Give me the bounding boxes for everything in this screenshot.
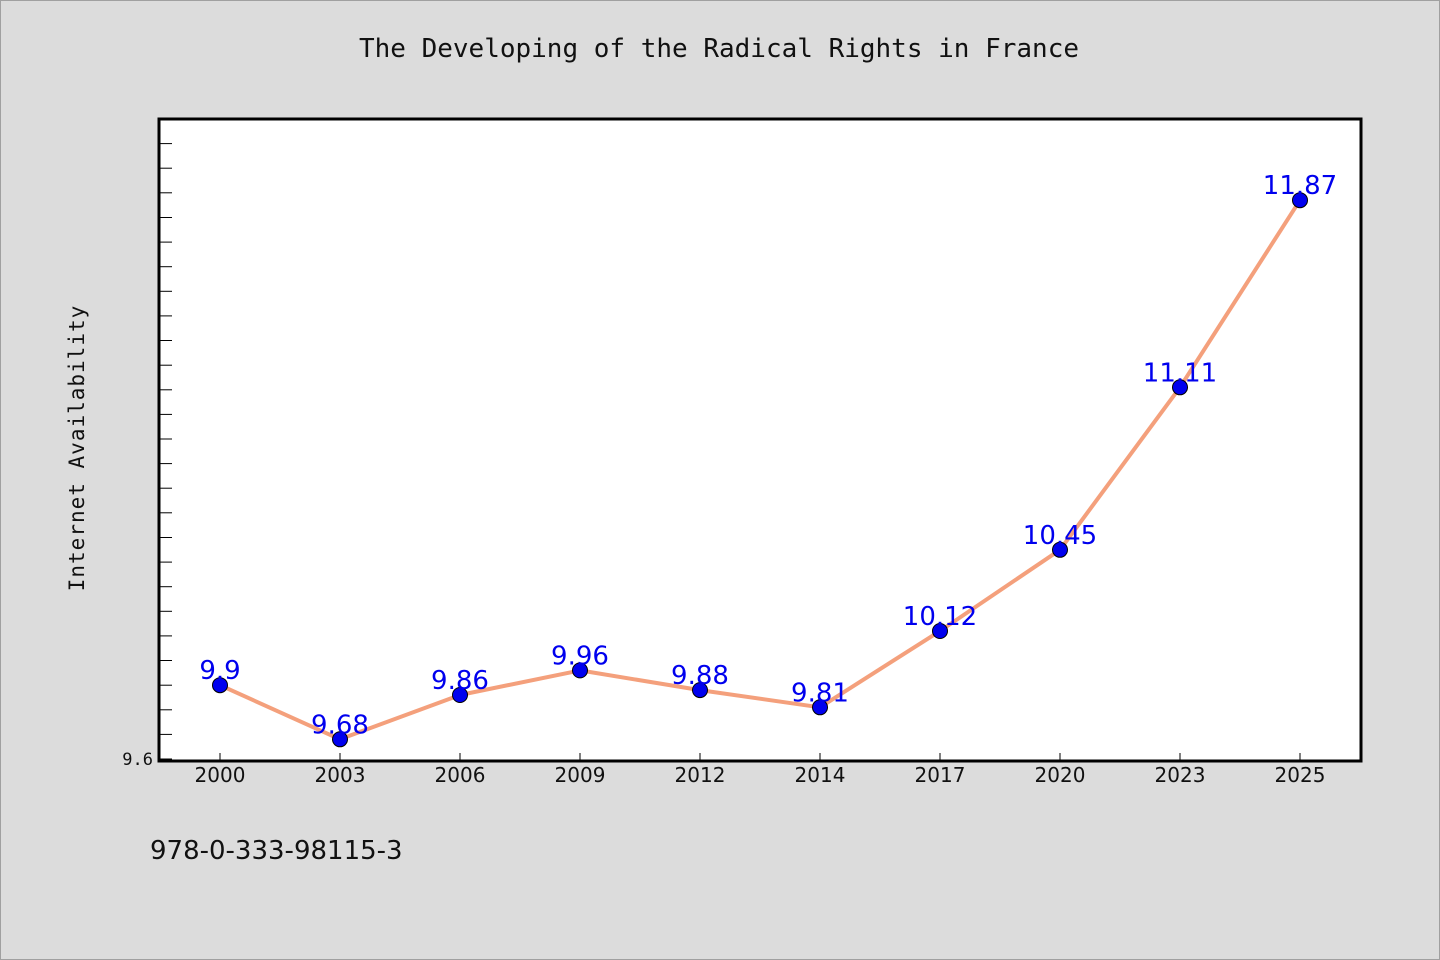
x-axis-tick-labels: 2000 2003 2006 2009 2012 2014 2017 2020 2023 2025 xyxy=(195,753,1326,787)
data-point xyxy=(1292,192,1308,209)
x-tick-label: 2023 xyxy=(1155,763,1206,787)
series-line xyxy=(219,199,1302,742)
x-tick-label: 2020 xyxy=(1035,763,1086,787)
data-markers xyxy=(212,192,1308,748)
x-tick-label: 2009 xyxy=(555,763,606,787)
data-point xyxy=(932,623,948,639)
data-label: 11.87 xyxy=(1263,171,1337,201)
data-point xyxy=(1052,541,1068,558)
data-point xyxy=(212,677,228,694)
chart-title: The Developing of the Radical Rights in … xyxy=(358,34,1080,64)
data-label: 9.88 xyxy=(671,661,729,691)
data-label: 10.12 xyxy=(903,602,977,632)
y-axis-ticks: 9.6 xyxy=(122,143,172,770)
x-tick-label: 2006 xyxy=(435,763,486,787)
data-point xyxy=(1172,379,1188,396)
plot-area xyxy=(157,117,1363,763)
data-point xyxy=(332,731,348,748)
data-label: 9.86 xyxy=(431,666,489,696)
data-label: 9.96 xyxy=(551,641,609,671)
data-point xyxy=(812,699,828,716)
y-tick-label: 9.6 xyxy=(122,750,153,770)
isbn-text: 978-0-333-98115-3 xyxy=(150,836,403,866)
data-point xyxy=(452,687,468,703)
data-label: 9.68 xyxy=(311,710,369,740)
x-tick-label: 2012 xyxy=(675,763,726,787)
data-labels: 9.9 9.68 9.86 9.96 9.88 9.81 10.12 10.45 11.11 11… xyxy=(199,171,1337,740)
data-label: 11.11 xyxy=(1143,358,1217,388)
data-label: 9.81 xyxy=(791,678,849,708)
x-tick-label: 2014 xyxy=(795,763,846,787)
data-label: 10.45 xyxy=(1023,521,1097,551)
x-tick-label: 2003 xyxy=(315,763,366,787)
data-point xyxy=(572,662,588,679)
data-label: 9.9 xyxy=(199,656,240,686)
x-tick-label: 2017 xyxy=(915,763,966,787)
x-tick-label: 2025 xyxy=(1275,763,1326,787)
x-tick-label: 2000 xyxy=(195,763,246,787)
data-point xyxy=(692,682,708,699)
